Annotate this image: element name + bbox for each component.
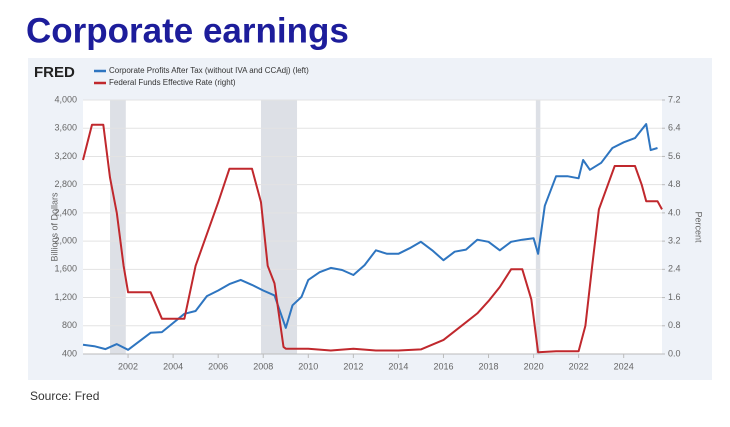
plot-area: [83, 100, 662, 354]
series-line: [82, 123, 663, 354]
x-tick-label: 2010: [298, 361, 318, 371]
y-tick-label: 400: [62, 348, 77, 358]
x-tick-label: 2006: [208, 361, 228, 371]
y2-tick-label: 3.2: [668, 235, 681, 245]
source: Source: Fred: [30, 389, 99, 403]
x-tick-label: 2008: [253, 361, 273, 371]
y2-tick-label: 4.8: [668, 179, 681, 189]
x-tick-label: 2014: [388, 361, 408, 371]
y-tick-label: 2,000: [54, 235, 77, 245]
y-tick-label: 4,000: [54, 94, 77, 104]
x-tick-label: 2002: [118, 361, 138, 371]
y2-tick-label: 7.2: [668, 94, 681, 104]
y2-tick-label: 5.6: [668, 151, 681, 161]
y2-tick-label: 0.8: [668, 320, 681, 330]
x-tick-label: 2016: [433, 361, 453, 371]
y-tick-label: 2,800: [54, 179, 77, 189]
y-tick-label: 2,400: [54, 207, 77, 217]
y2-tick-label: 4.0: [668, 207, 681, 217]
x-tick-label: 2020: [524, 361, 544, 371]
chart-title: Corporate earnings: [26, 11, 349, 50]
shaded-period: [535, 100, 541, 354]
y2-tick-label: 1.6: [668, 292, 681, 302]
series-line: [82, 123, 658, 351]
y-tick-label: 1,600: [54, 264, 77, 274]
y-axis-label: Billions of Dollars: [49, 192, 59, 262]
legend-label: Corporate Profits After Tax (without IVA…: [109, 66, 309, 75]
y2-tick-label: 0.0: [668, 348, 681, 358]
y-tick-label: 3,600: [54, 123, 77, 133]
y-tick-label: 3,200: [54, 151, 77, 161]
x-tick-label: 2012: [343, 361, 363, 371]
x-tick-label: 2018: [479, 361, 499, 371]
y2-tick-label: 2.4: [668, 264, 681, 274]
x-tick-label: 2024: [614, 361, 634, 371]
y2-axis-label: Percent: [694, 211, 704, 243]
x-tick-label: 2004: [163, 361, 183, 371]
legend-label: Federal Funds Effective Rate (right): [109, 78, 236, 87]
x-tick-label: 2022: [569, 361, 589, 371]
logo: FRED: [34, 64, 75, 81]
y2-tick-label: 6.4: [668, 123, 681, 133]
y-tick-label: 1,200: [54, 292, 77, 302]
y-tick-label: 800: [62, 320, 77, 330]
